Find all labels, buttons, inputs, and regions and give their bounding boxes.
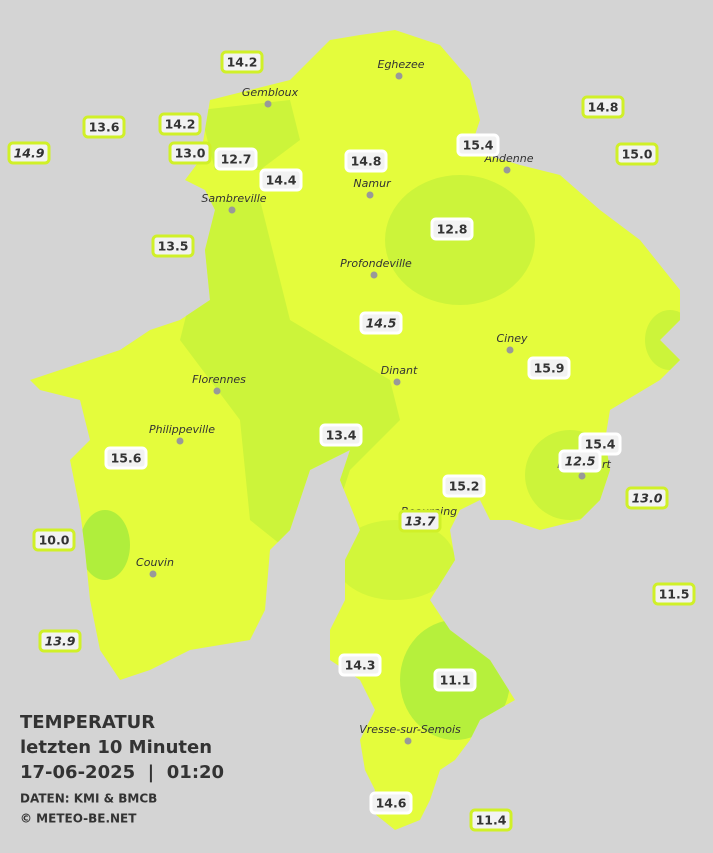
station-value: 15.9 <box>534 361 565 376</box>
town-dot <box>506 346 514 354</box>
zone <box>180 200 400 560</box>
station-box <box>220 50 264 74</box>
station-value: 14.8 <box>588 100 619 115</box>
station-box <box>214 147 258 171</box>
station-box <box>469 808 513 832</box>
station-box <box>527 356 571 380</box>
station-box <box>151 234 195 258</box>
town-label: Profondeville <box>340 257 412 270</box>
station-value: 15.6 <box>111 451 142 466</box>
town-dot <box>404 737 412 745</box>
station-box <box>168 141 212 165</box>
station-value: 13.4 <box>326 428 357 443</box>
station-box <box>319 423 363 447</box>
town-label: Sambreville <box>201 192 266 205</box>
station-box <box>456 133 500 157</box>
station-box <box>581 95 625 119</box>
station-box <box>398 509 442 533</box>
station-value: 15.4 <box>463 138 494 153</box>
town-dot <box>578 472 586 480</box>
station-box <box>104 446 148 470</box>
town-label: Florennes <box>192 373 246 386</box>
station-value: 11.5 <box>659 587 690 602</box>
town-dot <box>503 166 511 174</box>
station-value: 15.2 <box>449 479 480 494</box>
station-value: 13.9 <box>45 634 76 649</box>
station-value: 11.1 <box>440 673 471 688</box>
station-value: 11.4 <box>476 813 507 828</box>
town-label: Namur <box>353 177 392 190</box>
station-value: 12.5 <box>565 454 596 469</box>
station-value: 14.2 <box>227 55 258 70</box>
title: TEMPERATUR <box>20 712 155 733</box>
credit: DATEN: KMI & BMCB <box>20 792 157 806</box>
station-value: 13.0 <box>175 146 206 161</box>
station-box <box>433 668 477 692</box>
town-dot <box>370 271 378 279</box>
station-value: 13.6 <box>89 120 120 135</box>
station-box <box>158 112 202 136</box>
town-label: Ciney <box>497 332 528 345</box>
timestamp: 17-06-2025 | 01:20 <box>20 762 224 783</box>
station-box <box>652 582 696 606</box>
station-value: 14.9 <box>14 146 45 161</box>
station-value: 15.4 <box>585 437 616 452</box>
town-dot <box>149 570 157 578</box>
station-box <box>442 474 486 498</box>
station-value: 12.8 <box>437 222 468 237</box>
town-label: Couvin <box>136 556 174 569</box>
town-label: Eghezee <box>378 58 425 71</box>
station-box <box>32 528 76 552</box>
station-value: 14.4 <box>266 173 297 188</box>
town-dot <box>264 100 272 108</box>
town-label: Philippeville <box>149 423 215 436</box>
town-label: Dinant <box>381 364 418 377</box>
station-value: 14.5 <box>366 316 397 331</box>
subtitle: letzten 10 Minuten <box>20 737 212 758</box>
town-dot <box>228 206 236 214</box>
town-dot <box>395 72 403 80</box>
station-value: 13.7 <box>405 514 436 529</box>
town-dot <box>213 387 221 395</box>
station-value: 14.3 <box>345 658 376 673</box>
station-box <box>625 486 669 510</box>
stations: 14.2 13.6 14.9 14.2 13.0 12.7 14.4 14.8 15.4 14.8… <box>7 50 696 832</box>
station-box <box>615 142 659 166</box>
station-value: 12.7 <box>221 152 252 167</box>
town-label: Gembloux <box>242 86 299 99</box>
station-value: 14.8 <box>351 154 382 169</box>
station-value: 10.0 <box>39 533 70 548</box>
station-value: 13.5 <box>158 239 189 254</box>
station-box <box>430 217 474 241</box>
station-value: 15.0 <box>622 147 653 162</box>
station-box <box>7 141 51 165</box>
town-dot <box>366 191 374 199</box>
town-label: Vresse-sur-Semois <box>359 723 461 736</box>
station-box <box>359 311 403 335</box>
towns: EghezeeGemblouxAndenneNamurSambrevillePr… <box>136 58 611 745</box>
town-dot <box>176 437 184 445</box>
station-value: 14.6 <box>376 796 407 811</box>
station-box <box>38 629 82 653</box>
station-box <box>558 449 602 473</box>
station-box <box>82 115 126 139</box>
station-box <box>344 149 388 173</box>
zone <box>80 510 130 580</box>
station-box <box>369 791 413 815</box>
credit: © METEO-BE.NET <box>20 812 137 826</box>
town-dot <box>393 378 401 386</box>
zone <box>335 520 455 600</box>
station-box <box>338 653 382 677</box>
station-value: 14.2 <box>165 117 196 132</box>
station-box <box>259 168 303 192</box>
station-value: 13.0 <box>632 491 663 506</box>
